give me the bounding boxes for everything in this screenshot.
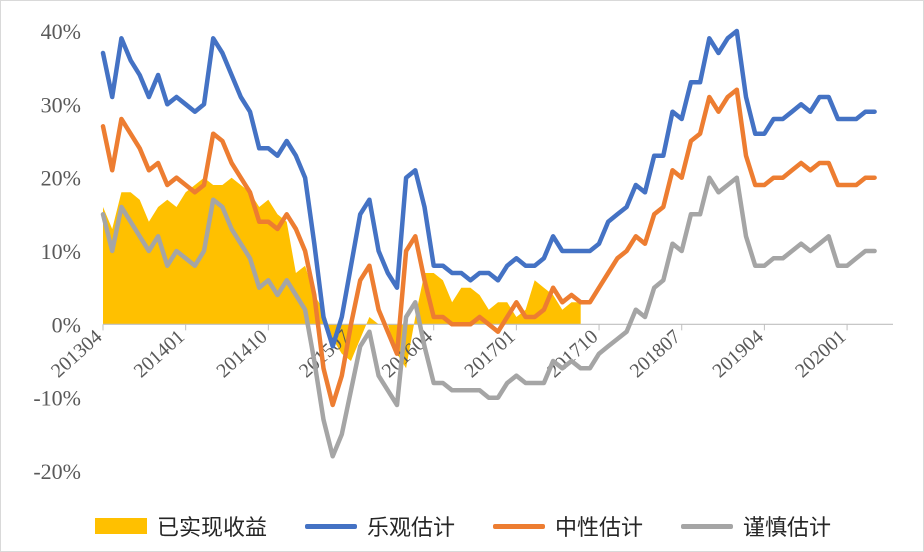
legend-item-realized: 已实现收益	[94, 510, 267, 542]
legend-swatch-cautious	[681, 523, 734, 529]
area-series-realized	[103, 177, 581, 369]
line-series-layer	[100, 28, 877, 459]
x-tick-label: 201410	[212, 326, 271, 382]
x-tick-label: 201807	[626, 326, 685, 382]
y-tick-label: 0%	[52, 312, 81, 337]
line-series-optimistic	[100, 28, 877, 349]
x-tick-label: 202001	[791, 326, 850, 382]
x-tick-label: 201710	[543, 326, 602, 382]
y-tick-label: 20%	[41, 166, 81, 191]
legend-item-neutral: 中性估计	[493, 510, 643, 542]
legend-swatch-realized	[94, 518, 147, 534]
y-tick-label: 40%	[41, 19, 81, 44]
y-axis: 40% 30% 20% 10% 0% -10% -20%	[33, 19, 81, 484]
legend-label-optimistic: 乐观估计	[366, 515, 455, 540]
y-tick-label: -20%	[33, 459, 81, 484]
line-chart: 40%30%20%10%0%-10%-20% 201304 201401 20141…	[33, 19, 893, 484]
x-tick-label: 201401	[130, 326, 189, 382]
legend-label-neutral: 中性估计	[555, 515, 644, 540]
area-series-layer	[103, 177, 581, 369]
legend-label-cautious: 谨慎估计	[743, 515, 832, 540]
legend-swatch-neutral	[493, 523, 545, 529]
y-tick-label: -10%	[33, 386, 81, 411]
legend-swatch-optimistic	[304, 523, 357, 529]
x-tick-label: 201904	[708, 326, 767, 382]
x-axis: 201304 201401 201410 201507 201604 201701 2017…	[47, 324, 850, 382]
line-series-neutral	[100, 87, 877, 408]
y-tick-label: 10%	[41, 239, 81, 264]
legend: 已实现收益 乐观估计 中性估计 谨慎估计	[1, 506, 924, 546]
y-tick-label: 30%	[41, 92, 81, 117]
legend-item-optimistic: 乐观估计	[304, 510, 455, 542]
x-tick-label: 201701	[460, 326, 519, 382]
line-series-cautious	[100, 175, 877, 459]
legend-label-realized: 已实现收益	[156, 515, 267, 540]
legend-item-cautious: 谨慎估计	[681, 510, 831, 542]
